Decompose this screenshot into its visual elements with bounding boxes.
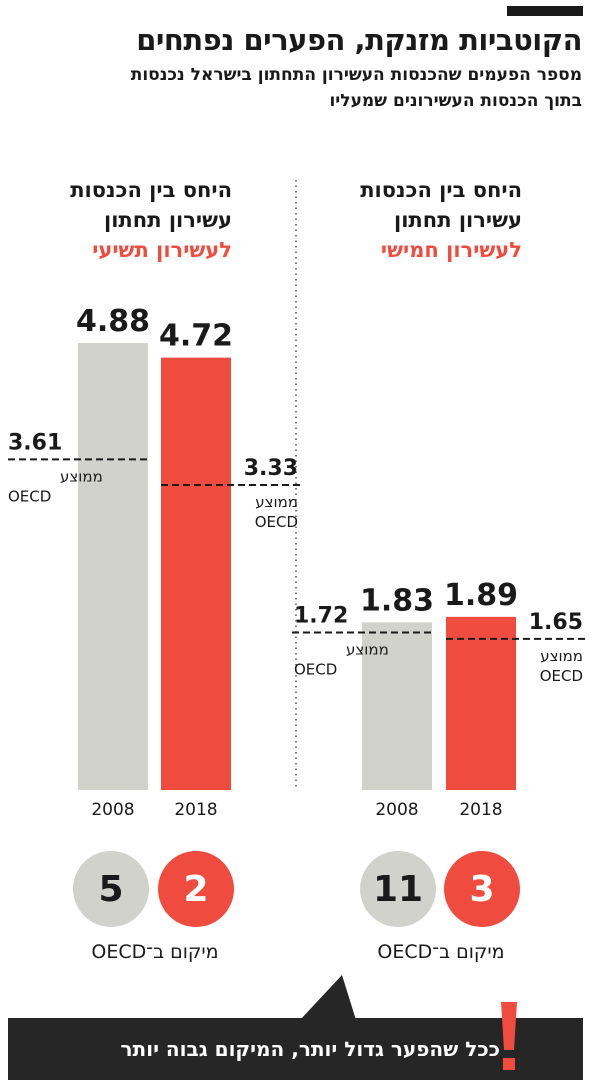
panel-title-accent: לעשירון חמישי	[380, 238, 522, 262]
bar-value-label: 4.72	[159, 319, 233, 354]
panel-title-fifth: היחס בין הכנסות עשירון תחתון לעשירון חמי…	[302, 175, 522, 265]
bar-2008	[78, 342, 148, 790]
rank-circle-ninth-2008: 5	[73, 851, 149, 927]
footer-banner	[8, 1018, 583, 1080]
panel-title-ninth: היחס בין הכנסות עשירון תחתון לעשירון תשי…	[12, 175, 232, 265]
subtitle-line-1: מספר הפעמים שהכנסות העשירון התחתון בישרא…	[130, 65, 582, 85]
x-tick-label: 2008	[91, 800, 134, 820]
x-tick-label: 2018	[459, 800, 502, 820]
bar-value-label: 4.88	[76, 304, 150, 339]
page-title: הקוטביות מזנקת, הפערים נפתחים	[136, 23, 582, 57]
panel-title-line-1: היחס בין הכנסות	[70, 178, 232, 202]
x-tick-label: 2008	[375, 800, 418, 820]
footer-text: ככל שהפער גדול יותר, המיקום גבוה יותר	[120, 1037, 500, 1061]
rank-circle-fifth-2018: 3	[444, 851, 520, 927]
rank-circle-ninth-2018: 2	[158, 851, 234, 927]
oecd-label-line-1: ממוצע	[346, 640, 389, 658]
subtitle-line-2: בתוך הכנסות העשירונים שמעליו	[329, 91, 582, 111]
bar-2008	[362, 622, 432, 790]
panel-title-accent: לעשירון תשיעי	[92, 238, 232, 262]
oecd-label-line-2: OECD	[255, 513, 298, 531]
oecd-value-label: 1.65	[529, 610, 583, 635]
panel-title-line-2: עשירון תחתון	[104, 208, 232, 232]
oecd-label-line-1: ממוצע	[255, 493, 298, 511]
panel-title-line-2: עשירון תחתון	[394, 208, 522, 232]
x-tick-label: 2018	[174, 800, 217, 820]
oecd-label-line-2: OECD	[294, 660, 337, 678]
exclamation-icon	[501, 1002, 517, 1070]
oecd-value-label: 1.72	[294, 603, 348, 628]
speech-pointer	[300, 975, 356, 1020]
bar-value-label: 1.89	[444, 578, 518, 613]
rank-label-ninth: מיקום ב־OECD	[91, 941, 219, 963]
top-accent-bar	[507, 6, 583, 16]
bar-2018	[161, 357, 231, 790]
rank-circle-fifth-2008: 11	[360, 851, 436, 927]
page-subtitle: מספר הפעמים שהכנסות העשירון התחתון בישרא…	[7, 62, 582, 114]
oecd-value-label: 3.61	[8, 430, 62, 455]
rank-label-fifth: מיקום ב־OECD	[377, 941, 505, 963]
oecd-label-line-2: OECD	[540, 667, 583, 685]
panel-title-line-1: היחס בין הכנסות	[360, 178, 522, 202]
oecd-label-line-1: ממוצע	[540, 647, 583, 665]
oecd-label-line-1: ממוצע	[60, 467, 103, 485]
bar-value-label: 1.83	[360, 583, 434, 618]
oecd-value-label: 3.33	[244, 456, 298, 481]
oecd-label-line-2: OECD	[8, 487, 51, 505]
bar-2018	[446, 616, 516, 790]
